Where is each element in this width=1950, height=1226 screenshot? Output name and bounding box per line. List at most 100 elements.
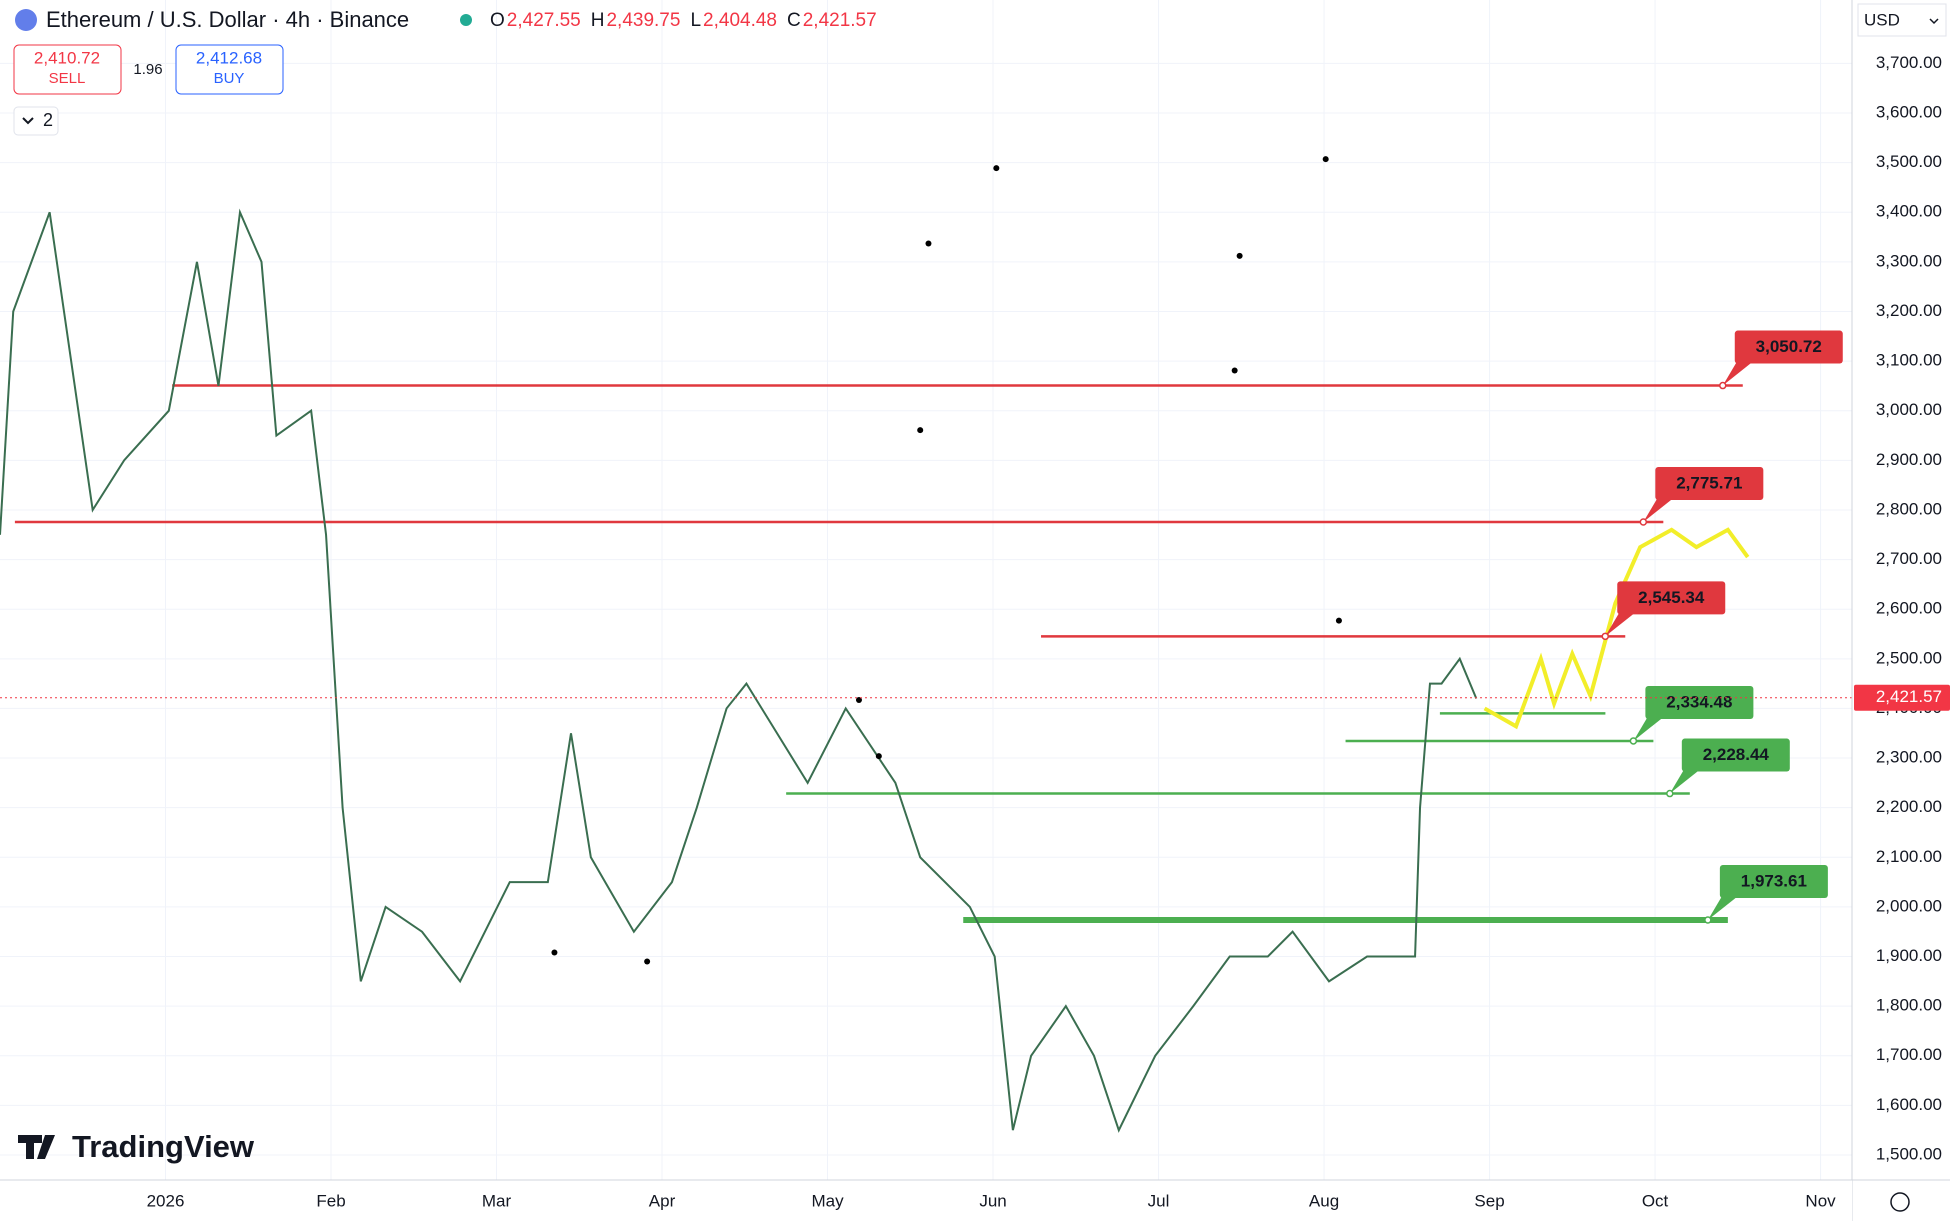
level-anchor <box>1629 737 1638 745</box>
ohlc: O 2,427.55 H 2,439.75 L 2,404.48 C 2,421.57 <box>460 10 877 31</box>
indicator-count: 2 <box>43 110 53 130</box>
y-tick-label: 3,400.00 <box>1876 202 1942 221</box>
level-label: 2,228.44 <box>1703 745 1770 764</box>
indicator-toggle[interactable] <box>13 106 59 136</box>
dot <box>1322 156 1329 163</box>
level-label-box <box>1719 865 1828 899</box>
level-label: 3,050.72 <box>1756 337 1822 356</box>
level-callout-pointer <box>1707 893 1742 921</box>
brand: TradingView <box>72 1129 255 1164</box>
ohlc-key: C <box>787 10 801 31</box>
y-tick-label: 2,200.00 <box>1876 797 1942 816</box>
dot <box>855 697 862 704</box>
symbol: Ethereum / U.S. Dollar · 4h · Binance <box>46 7 409 32</box>
level-anchor <box>1704 916 1712 924</box>
ohlc-value: 2,404.48 <box>703 10 777 31</box>
y-tick-label: 3,200.00 <box>1876 301 1942 320</box>
dot <box>1236 252 1243 259</box>
y-tick-label: 2,500.00 <box>1876 648 1942 667</box>
ohlc-value: 2,421.57 <box>803 10 877 31</box>
y-tick-label: 2,300.00 <box>1876 748 1942 767</box>
level-anchor <box>1639 518 1648 526</box>
dot <box>925 240 932 247</box>
y-tick-label: 2,000.00 <box>1876 896 1942 915</box>
x-tick-label: Apr <box>649 1191 676 1210</box>
x-tick-label: Jun <box>979 1191 1006 1210</box>
last-price-tag <box>1854 684 1950 711</box>
y-tick-label: 3,300.00 <box>1876 251 1942 270</box>
sell-price: 2,410.72 <box>34 48 100 67</box>
sell-label: SELL <box>49 70 86 87</box>
level-label-box <box>1617 581 1726 615</box>
buy-label: BUY <box>214 70 245 87</box>
dot <box>1231 367 1238 374</box>
y-tick-label: 3,500.00 <box>1876 152 1942 171</box>
dot <box>551 949 558 956</box>
level-label-box <box>1681 738 1790 772</box>
axes: 1,500.00 1,600.00 1,700.00 1,800.00 1,900.00… <box>147 53 1950 1210</box>
spread: 1.96 <box>133 61 162 78</box>
buy-price: 2,412.68 <box>196 48 262 67</box>
level-label: 1,973.61 <box>1741 871 1807 890</box>
y-tick-label: 2,600.00 <box>1876 599 1942 618</box>
ohlc-key: L <box>690 10 701 31</box>
x-tick-label: Oct <box>1642 1191 1669 1210</box>
eth-icon <box>15 9 37 31</box>
y-tick-label: 3,600.00 <box>1876 103 1942 122</box>
forecast-path <box>1483 527 1750 730</box>
plot: 3,050.72 2,775.71 2,545.34 2,334.48 2,228.44… <box>0 0 1852 1180</box>
level-callout-pointer <box>1633 713 1668 741</box>
currency: USD <box>1864 10 1900 29</box>
ohlc-value: 2,427.55 <box>507 10 581 31</box>
level-label-box <box>1655 467 1764 501</box>
x-tick-label: Mar <box>482 1191 512 1210</box>
x-tick-label: Jul <box>1148 1191 1170 1210</box>
y-tick-label: 3,100.00 <box>1876 351 1942 370</box>
time-axis-panel <box>0 1180 1852 1221</box>
chevron <box>1929 18 1939 25</box>
level-label: 2,334.48 <box>1666 692 1732 711</box>
level-callout-pointer <box>1669 766 1704 794</box>
level-anchor <box>1719 381 1727 390</box>
dot <box>993 165 1000 172</box>
last-price-label: 2,421.57 <box>1876 687 1942 706</box>
y-tick-label: 3,000.00 <box>1876 400 1942 419</box>
y-tick-label: 1,900.00 <box>1876 946 1942 965</box>
level-label-box <box>1645 685 1754 719</box>
level-callout-pointer <box>1722 358 1757 386</box>
y-tick-label: 3,700.00 <box>1876 53 1942 72</box>
y-tick-label: 2,900.00 <box>1876 450 1942 469</box>
chevron <box>22 117 34 125</box>
sell-button[interactable] <box>13 44 122 95</box>
x-tick-label: Feb <box>316 1191 345 1210</box>
level-label-box <box>1734 330 1843 364</box>
level-label: 2,775.71 <box>1676 474 1742 493</box>
price-line <box>0 208 1478 1133</box>
ohlc-key: O <box>490 10 505 31</box>
settings-icon[interactable] <box>1890 1192 1910 1212</box>
dot <box>1335 617 1342 624</box>
dot <box>644 958 651 965</box>
y-tick-label: 2,700.00 <box>1876 549 1942 568</box>
level-callout-pointer <box>1643 495 1678 523</box>
y-tick-label: 2,800.00 <box>1876 499 1942 518</box>
buy-button[interactable] <box>175 44 284 95</box>
level-anchor <box>1666 789 1674 798</box>
y-tick-label: 1,800.00 <box>1876 996 1942 1015</box>
dot <box>875 753 882 760</box>
y-tick-label: 1,500.00 <box>1876 1144 1942 1163</box>
level-label: 2,545.34 <box>1638 588 1705 607</box>
x-tick-label: Aug <box>1309 1191 1339 1210</box>
y-tick-label: 1,700.00 <box>1876 1045 1942 1064</box>
x-tick-label: May <box>811 1191 844 1210</box>
ohlc-key: H <box>591 10 605 31</box>
brand-logo <box>18 1135 55 1159</box>
ohlc-value: 2,439.75 <box>606 10 680 31</box>
status-dot <box>460 14 472 26</box>
level-callout-pointer <box>1605 609 1640 637</box>
x-tick-label: 2026 <box>147 1191 185 1210</box>
y-tick-label: 2,100.00 <box>1876 847 1942 866</box>
x-tick-label: Nov <box>1805 1191 1836 1210</box>
